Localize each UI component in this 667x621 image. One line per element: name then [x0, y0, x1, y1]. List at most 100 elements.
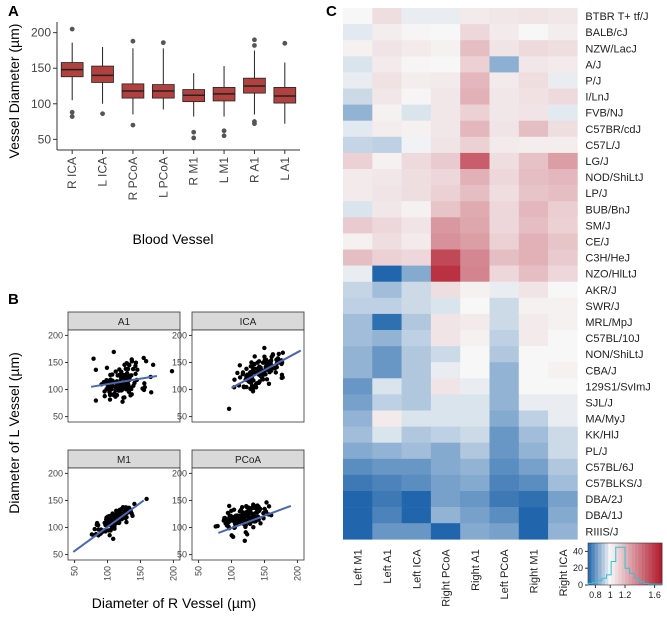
heatmap-cell — [548, 410, 578, 427]
heatmap-cell — [372, 474, 402, 492]
heatmap-cell — [401, 104, 432, 121]
scatter-point — [239, 505, 245, 510]
outlier-point — [282, 40, 288, 46]
outlier-point — [252, 37, 257, 43]
scatter-point — [105, 385, 110, 390]
scatter-point — [280, 350, 286, 355]
scatter-point — [226, 516, 232, 521]
outlier-point — [130, 38, 136, 44]
heatmap-cell — [401, 474, 432, 492]
x-tick-label: R A1 — [247, 157, 261, 183]
scatter-point — [244, 384, 249, 390]
x-tick-label: R PCoA — [126, 157, 140, 200]
scatter-point — [255, 503, 260, 508]
heatmap-cell — [489, 458, 520, 476]
heatmap-cell — [518, 410, 549, 427]
scatter-point — [150, 362, 156, 368]
heatmap-cell — [489, 169, 520, 186]
heatmap-cell — [343, 281, 373, 299]
row-label: A/J — [585, 59, 601, 71]
heatmap-cell — [489, 136, 520, 154]
x-tick-label: 50 — [70, 566, 80, 576]
heatmap-cell — [372, 313, 402, 331]
heatmap-cell — [430, 88, 461, 105]
scatter-point — [234, 513, 240, 518]
heatmap-cell — [518, 217, 549, 234]
heatmap-cell — [460, 72, 490, 89]
column-label: Left PCoA — [499, 549, 511, 600]
outlier-point — [100, 111, 105, 117]
heatmap-cell — [489, 362, 520, 379]
scatter-panel: Diameter of L Vessel (µm) Diameter of R … — [6, 311, 305, 611]
heatmap-cell — [548, 24, 578, 41]
y-tick-label: 200 — [172, 468, 187, 478]
row-label: NOD/ShiLtJ — [585, 172, 643, 184]
color-key-bin — [608, 543, 612, 585]
y-tick-label: 150 — [31, 61, 51, 75]
x-tick-label: 50 — [194, 566, 204, 576]
heatmap-cell — [372, 330, 402, 347]
scatter-point — [245, 505, 250, 510]
heatmap-cell — [401, 378, 432, 395]
scatter-point — [143, 358, 149, 364]
heatmap-cell — [372, 362, 402, 379]
scatter-point — [242, 514, 248, 519]
heatmap-cell — [343, 120, 373, 138]
facet-title: A1 — [118, 317, 131, 328]
heatmap-cell — [430, 458, 461, 476]
scatter-point — [110, 378, 115, 383]
heatmap-cell — [401, 233, 432, 250]
heatmap-cell — [401, 507, 432, 524]
color-key-tick-label: 1 — [608, 590, 613, 600]
outlier-point — [69, 26, 75, 32]
scatter-point — [149, 390, 154, 395]
y-tick-label: 200 — [31, 26, 51, 40]
heatmap-cell — [548, 201, 578, 218]
row-label: NZO/HlLtJ — [585, 269, 636, 281]
color-key-bin — [635, 543, 639, 585]
row-label: BUB/BnJ — [585, 204, 630, 216]
heatmap-cell — [372, 426, 402, 443]
heatmap-cell — [430, 169, 461, 186]
heatmap-cell — [518, 185, 549, 202]
column-label: Right A1 — [470, 549, 482, 591]
panel-label-c: C — [326, 3, 337, 20]
scatter-point — [232, 377, 237, 382]
panel-label-b: B — [8, 291, 19, 308]
scatter-point — [264, 500, 269, 505]
scatter-point — [250, 505, 256, 510]
heatmap-cell — [460, 185, 490, 202]
heatmap-cell — [372, 378, 402, 395]
heatmap-cell — [343, 458, 373, 476]
heatmap-cell — [401, 442, 432, 460]
heatmap-cell — [518, 249, 549, 266]
boxplot-ylabel: Vessel Diameter (µm) — [6, 24, 22, 159]
scatter-point — [123, 515, 128, 521]
heatmap-cell — [372, 346, 402, 363]
outlier-point — [160, 40, 166, 46]
scatter-point — [269, 354, 274, 359]
heatmap-cell — [518, 201, 549, 218]
scatter-point — [142, 385, 147, 390]
heatmap-cell — [460, 56, 490, 73]
heatmap-cell — [430, 330, 461, 347]
color-key-bin — [645, 543, 649, 585]
heatmap-cell — [460, 474, 490, 492]
heatmap-cell — [460, 249, 490, 266]
heatmap-cell — [401, 394, 432, 411]
heatmap-cell — [430, 410, 461, 427]
scatter-point — [93, 367, 99, 373]
heatmap-cell — [430, 491, 461, 508]
heatmap-cell — [430, 217, 461, 234]
scatter-point — [126, 505, 132, 511]
y-tick-label: 100 — [172, 523, 187, 533]
scatter-point — [235, 370, 240, 376]
heatmap-cell — [460, 265, 490, 282]
row-label: I/LnJ — [585, 92, 609, 104]
y-tick-label: 100 — [48, 523, 63, 533]
heatmap-cell — [401, 362, 432, 379]
scatter-point — [95, 523, 101, 528]
heatmap-cell — [518, 152, 549, 170]
row-label: P/J — [585, 75, 601, 87]
heatmap-cell — [430, 8, 461, 25]
